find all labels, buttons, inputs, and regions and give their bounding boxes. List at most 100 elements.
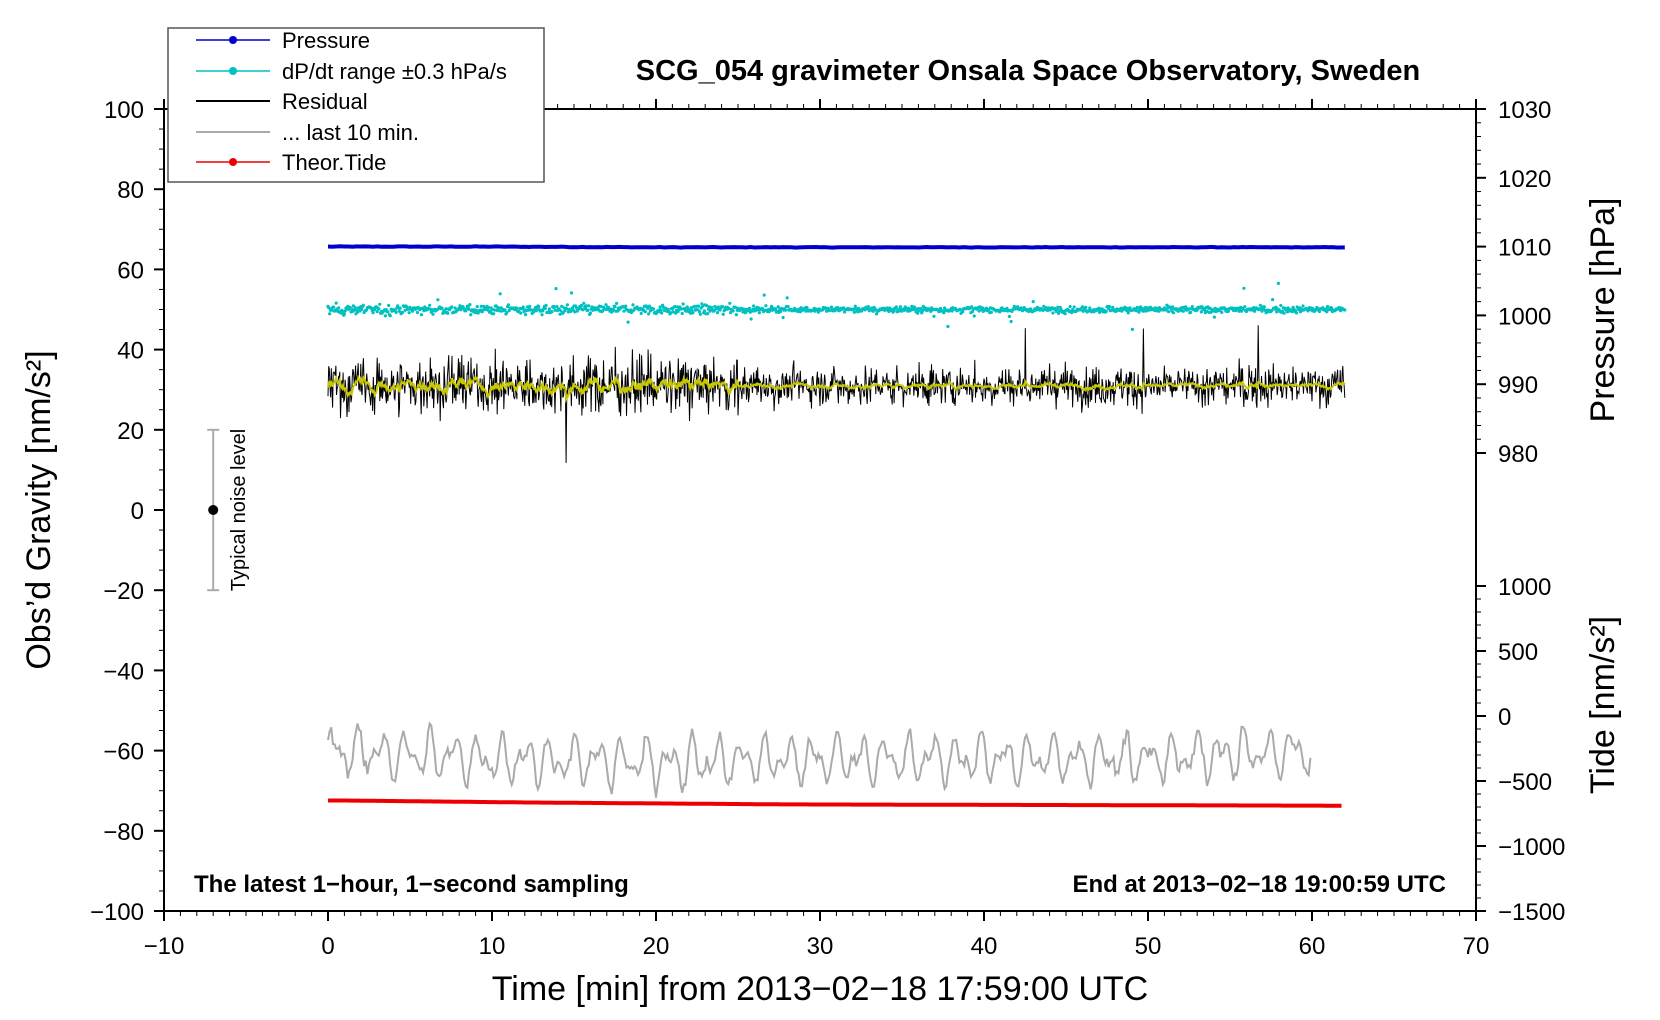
dpdt-point: [734, 313, 739, 317]
dpdt-point: [497, 309, 501, 313]
dpdt-point: [892, 309, 896, 313]
series-residual-line: [327, 325, 1346, 463]
dpdt-point: [786, 304, 790, 309]
dpdt-point: [698, 312, 702, 316]
dpdt-point: [1171, 311, 1175, 315]
legend-marker-pressure: [229, 36, 237, 44]
legend-label-last10: ... last 10 min.: [282, 120, 419, 145]
dpdt-point: [836, 306, 840, 310]
dpdt-point: [604, 303, 608, 307]
dpdt-point: [467, 307, 471, 311]
dpdt-point: [560, 304, 564, 308]
x-tick-label: 40: [971, 933, 998, 960]
dpdt-point: [492, 312, 496, 316]
dpdt-point: [1195, 308, 1199, 312]
dpdt-point: [1301, 304, 1305, 308]
dpdt-point: [1275, 310, 1279, 314]
x-tick-label: 0: [321, 933, 334, 960]
dpdt-point: [503, 308, 507, 312]
legend-box: [167, 27, 545, 183]
y-left-tick-label: −80: [103, 819, 144, 846]
y-axis-label-tide: Tide [nm/s²]: [1584, 616, 1622, 794]
right-note: End at 2013−02−18 19:00:59 UTC: [1072, 871, 1446, 898]
dpdt-point: [519, 311, 523, 315]
dpdt-point: [334, 301, 338, 305]
dpdt-point: [377, 307, 381, 311]
dpdt-point: [761, 307, 765, 311]
dpdt-point: [386, 310, 390, 314]
dpdt-point: [342, 312, 346, 316]
dpdt-point: [383, 314, 387, 318]
dpdt-point: [705, 304, 709, 308]
dpdt-point: [1137, 310, 1141, 314]
dpdt-point: [643, 310, 647, 314]
dpdt-point: [1276, 281, 1280, 285]
dpdt-point: [871, 309, 875, 313]
dpdt-point: [547, 307, 552, 311]
dpdt-point: [1317, 309, 1321, 314]
legend-entry-tide: Theor.Tide: [196, 150, 386, 175]
dpdt-point: [622, 309, 626, 313]
dpdt-point: [581, 308, 585, 312]
dpdt-point: [606, 305, 611, 309]
dpdt-point: [1104, 310, 1108, 314]
dpdt-point: [355, 310, 360, 314]
dpdt-point: [749, 317, 753, 321]
dpdt-point: [870, 306, 874, 310]
dpdt-point: [716, 305, 720, 309]
dpdt-point: [776, 305, 780, 309]
dpdt-point: [697, 310, 702, 314]
dpdt-point: [998, 309, 1003, 313]
axis-ticks: −10 0 10 20 30 40 50 60 70−100−80−60−40−20020406…: [90, 97, 1565, 960]
y-left-tick-label: 80: [117, 177, 144, 204]
dpdt-point: [450, 305, 454, 309]
dpdt-point: [961, 310, 965, 314]
dpdt-point: [977, 309, 981, 313]
legend-label-tide: Theor.Tide: [282, 150, 386, 175]
dpdt-point: [688, 311, 693, 315]
dpdt-point: [1063, 312, 1067, 316]
dpdt-point: [706, 312, 710, 316]
dpdt-point: [1126, 311, 1130, 315]
x-axis-label: Time [min] from 2013−02−18 17:59:00 UTC: [492, 970, 1148, 1008]
dpdt-point: [1044, 306, 1048, 310]
dpdt-point: [1212, 309, 1216, 313]
dpdt-point: [762, 293, 766, 297]
y-pressure-tick-label: 980: [1498, 441, 1538, 468]
dpdt-point: [684, 309, 688, 313]
dpdt-point: [681, 302, 685, 306]
dpdt-point: [691, 311, 695, 315]
dpdt-point: [1226, 309, 1230, 313]
dpdt-point: [431, 312, 435, 316]
series-dpdt-dots: [326, 281, 1347, 331]
dpdt-point: [885, 306, 889, 310]
dpdt-point: [919, 307, 923, 311]
dpdt-point: [487, 306, 491, 310]
dpdt-point: [559, 309, 563, 313]
noise-dot: [208, 505, 219, 515]
dpdt-point: [805, 305, 809, 309]
dpdt-point: [524, 313, 528, 317]
dpdt-point: [646, 306, 650, 310]
dpdt-point: [343, 309, 347, 313]
dpdt-point: [403, 308, 407, 312]
legend-label-residual: Residual: [282, 89, 368, 114]
dpdt-point: [1166, 310, 1171, 314]
legend-marker-dpdt: [229, 67, 237, 75]
dpdt-point: [659, 308, 663, 312]
y-pressure-tick-label: 1020: [1498, 166, 1551, 193]
dpdt-point: [1140, 307, 1144, 311]
y-tide-tick-label: −1000: [1498, 834, 1565, 861]
dpdt-point: [702, 309, 707, 313]
dpdt-point: [707, 305, 711, 309]
dpdt-point: [989, 310, 994, 314]
dpdt-point: [752, 304, 756, 308]
dpdt-point: [1290, 310, 1294, 314]
y-left-tick-label: 40: [117, 338, 144, 365]
dpdt-point: [1042, 304, 1046, 308]
dpdt-point: [444, 307, 448, 311]
dpdt-point: [565, 307, 569, 311]
dpdt-point: [970, 305, 974, 309]
dpdt-point: [497, 306, 501, 310]
legend-entry-pressure: Pressure: [196, 28, 370, 53]
